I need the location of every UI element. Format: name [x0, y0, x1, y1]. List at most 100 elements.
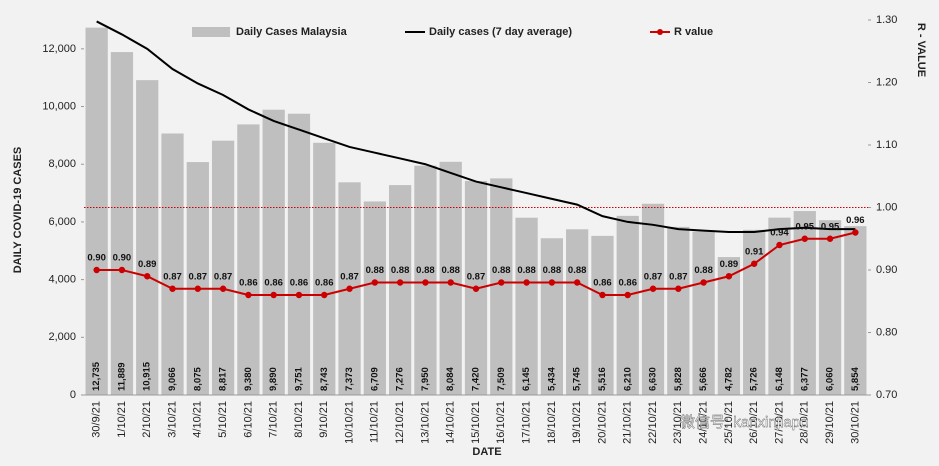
x-tick-label: 28/10/21	[799, 401, 811, 444]
point	[725, 273, 733, 280]
point-label: 0.86	[290, 278, 309, 289]
bar	[389, 185, 412, 395]
bar	[490, 178, 513, 395]
bar	[591, 235, 614, 395]
bar	[641, 203, 665, 395]
bar-label: 6,630	[648, 367, 659, 391]
bar-label: 9,066	[167, 367, 178, 391]
point-label: 0.94	[770, 228, 789, 239]
point	[776, 241, 783, 249]
bar-label: 7,950	[420, 367, 431, 391]
point	[447, 279, 454, 286]
y2-tick-label: 0.90	[876, 264, 897, 276]
point	[144, 273, 151, 280]
bar-label: 4,782	[723, 367, 734, 391]
point	[750, 260, 758, 267]
point	[371, 279, 379, 286]
bar-label: 5,854	[850, 367, 861, 391]
x-tick-label: 27/10/21	[773, 401, 785, 444]
point-label: 0.86	[618, 278, 637, 289]
x-tick-label: 22/10/21	[647, 401, 659, 444]
bar-label: 10,915	[142, 361, 153, 391]
y-tick-label: 0	[70, 389, 76, 401]
x-tick-label: 18/10/21	[546, 401, 558, 444]
bar	[237, 124, 260, 395]
bar-label: 9,751	[293, 367, 304, 391]
point	[548, 279, 556, 286]
bar	[515, 217, 538, 395]
bar-label: 6,377	[799, 367, 810, 391]
y-axis-title: DAILY COVID-19 CASES	[12, 147, 24, 274]
point-label: 0.96	[846, 215, 865, 226]
bar	[287, 113, 311, 395]
point	[624, 291, 631, 299]
y2-tick-label: 1.20	[876, 76, 897, 88]
bar-label: 5,726	[749, 367, 760, 391]
point	[649, 285, 657, 292]
bar	[211, 140, 235, 395]
bar-label: 8,743	[319, 367, 330, 391]
bar-label: 9,380	[243, 367, 254, 391]
legend-marker	[657, 29, 663, 35]
x-tick-label: 12/10/21	[394, 401, 406, 444]
point	[498, 279, 505, 286]
point-label: 0.87	[189, 271, 208, 282]
x-tick-label: 20/10/21	[596, 401, 608, 444]
x-tick-label: 23/10/21	[672, 401, 684, 444]
y-tick-label: 6,000	[48, 216, 76, 228]
x-tick-label: 13/10/21	[419, 401, 431, 444]
bar	[768, 217, 791, 395]
bar	[793, 211, 816, 395]
bar-label: 7,373	[344, 367, 355, 391]
bar-label: 12,735	[91, 361, 102, 391]
x-tick-label: 14/10/21	[445, 401, 457, 444]
bar	[313, 142, 336, 395]
point	[295, 291, 303, 299]
point-label: 0.88	[416, 265, 435, 276]
bar	[540, 238, 563, 395]
x-tick-label: 9/10/21	[318, 401, 330, 438]
x-tick-label: 7/10/21	[268, 401, 280, 438]
bar-label: 5,516	[597, 367, 608, 391]
legend-label: Daily cases (7 day average)	[429, 26, 572, 38]
bar-label: 6,709	[369, 367, 380, 391]
legend-swatch	[192, 27, 230, 37]
bar-label: 7,276	[395, 367, 406, 391]
point-label: 0.95	[821, 221, 840, 232]
x-tick-label: 26/10/21	[748, 401, 760, 444]
bar-label: 7,509	[496, 367, 507, 391]
point-label: 0.89	[720, 259, 739, 270]
bar-label: 6,148	[774, 367, 785, 391]
point	[270, 291, 277, 299]
point	[523, 279, 530, 286]
x-tick-label: 30/10/21	[849, 401, 861, 444]
bar	[136, 80, 159, 396]
bar	[616, 215, 639, 395]
point-label: 0.86	[264, 278, 283, 289]
x-tick-label: 21/10/21	[622, 401, 634, 444]
x-tick-label: 30/9/21	[91, 401, 103, 438]
x-tick-label: 3/10/21	[166, 401, 178, 438]
bar	[667, 226, 690, 395]
watermark: 微信号: kanxinjiapo	[680, 414, 808, 431]
x-tick-label: 25/10/21	[723, 401, 735, 444]
point	[422, 279, 429, 286]
legend-label: R value	[674, 26, 713, 38]
bar-label: 8,817	[218, 367, 229, 391]
bar	[439, 161, 462, 395]
bar-label: 8,075	[192, 367, 203, 391]
point-label: 0.87	[163, 271, 182, 282]
point	[852, 229, 859, 236]
x-tick-label: 2/10/21	[141, 401, 153, 438]
point-label: 0.86	[239, 278, 258, 289]
bar	[844, 226, 867, 395]
bar-label: 11,889	[116, 362, 127, 391]
point	[826, 235, 834, 242]
bar-label: 8,084	[445, 367, 456, 391]
point-label: 0.88	[517, 265, 536, 276]
y2-tick-label: 0.80	[876, 326, 897, 338]
x-tick-label: 24/10/21	[698, 401, 710, 444]
bar	[692, 231, 715, 395]
point	[472, 285, 480, 292]
bar-label: 5,828	[673, 367, 684, 391]
